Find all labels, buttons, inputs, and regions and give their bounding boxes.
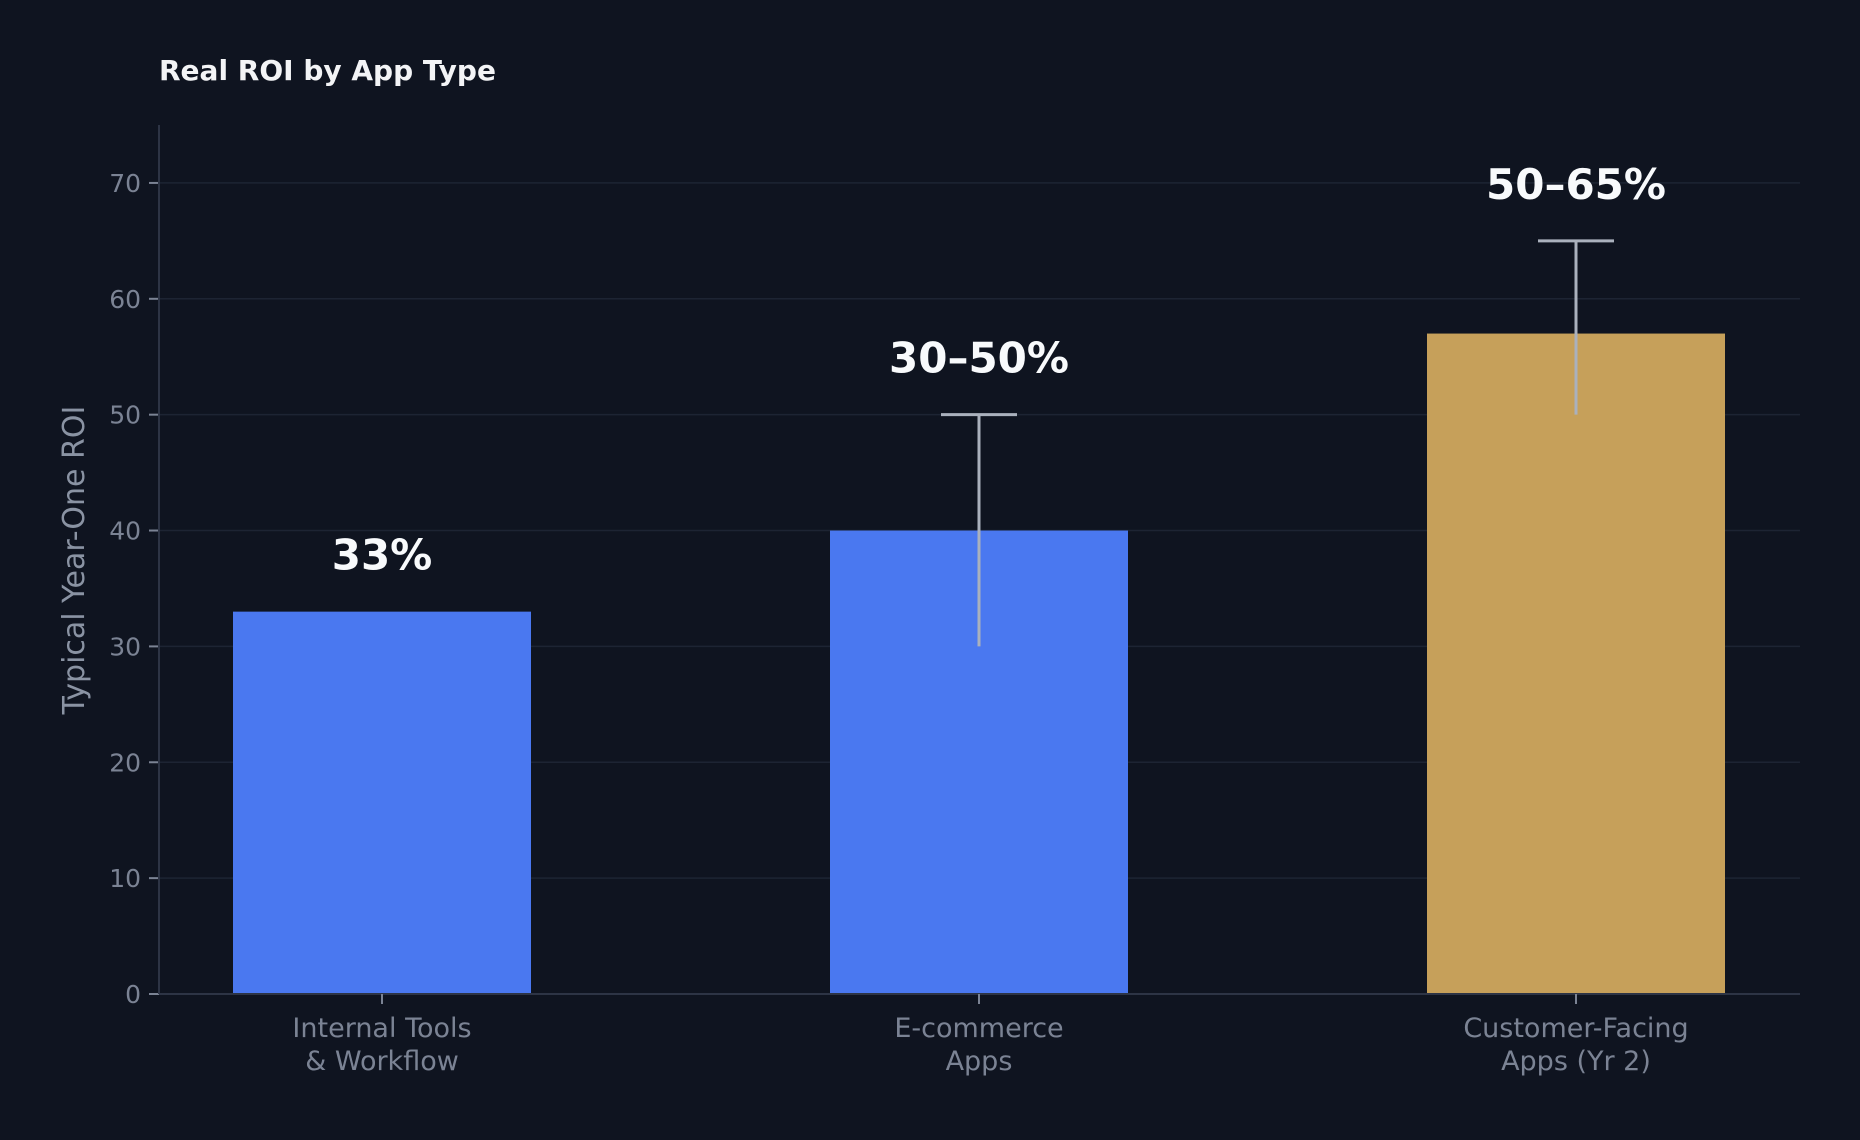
y-tick-label: 0 (125, 980, 141, 1009)
y-tick-label: 10 (109, 864, 141, 893)
bar (1427, 333, 1725, 994)
y-tick-label: 30 (109, 632, 141, 661)
x-tick-label: Internal Tools & Workflow (292, 1013, 471, 1077)
data-label: 30–50% (889, 334, 1069, 383)
error-bars (941, 239, 1614, 647)
x-tick-label: Customer-Facing Apps (Yr 2) (1463, 1013, 1688, 1077)
data-labels: 33% 30–50% 50–65% (332, 160, 1666, 580)
data-label: 33% (332, 531, 433, 580)
y-tick-label: 20 (109, 748, 141, 777)
axes: 0 10 20 30 40 50 60 70 Internal Tools & Workflow E… (109, 125, 1800, 1077)
chart-title: Real ROI by App Type (159, 54, 496, 87)
x-tick-label: E-commerce Apps (894, 1013, 1063, 1077)
y-tick-label: 70 (109, 169, 141, 198)
data-label: 50–65% (1486, 160, 1666, 209)
bar (233, 611, 531, 994)
y-tick-label: 60 (109, 285, 141, 314)
y-tick-label: 40 (109, 517, 141, 546)
y-axis-label: Typical Year-One ROI (57, 406, 92, 716)
y-tick-label: 50 (109, 401, 141, 430)
